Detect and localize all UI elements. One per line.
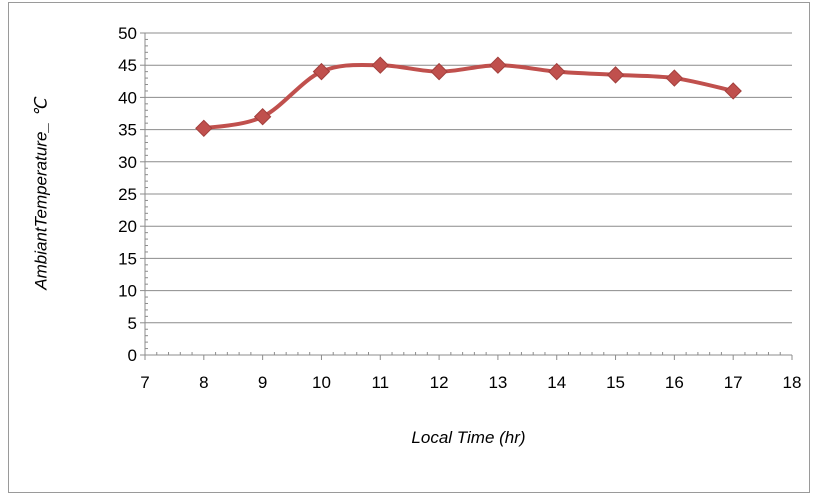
- data-point-14: [548, 62, 566, 81]
- series-line-0: [201, 62, 736, 131]
- data-point-17: [724, 82, 742, 100]
- data-point-8: [195, 119, 213, 138]
- x-tick-label-15: 15: [606, 373, 625, 392]
- y-tick-label-30: 30: [118, 153, 137, 172]
- x-tick-label-8: 8: [199, 373, 208, 392]
- data-point-9: [253, 108, 272, 126]
- y-tick-labels: 0 5 10 15 20 25 30 35 40 45 50: [118, 24, 137, 365]
- y-tick-label-0: 0: [128, 346, 137, 365]
- y-tick-label-45: 45: [118, 56, 137, 75]
- x-tick-label-11: 11: [371, 373, 389, 392]
- x-tick-label-16: 16: [665, 373, 684, 392]
- minor-ticks: [145, 38, 781, 355]
- x-tick-label-17: 17: [724, 373, 743, 392]
- y-tick-label-25: 25: [118, 185, 137, 204]
- x-tick-label-12: 12: [430, 373, 449, 392]
- x-tick-label-7: 7: [140, 373, 149, 392]
- series-layer: [195, 56, 742, 138]
- data-point-10: [312, 62, 331, 81]
- y-tick-label-35: 35: [118, 121, 137, 140]
- y-tick-label-5: 5: [128, 314, 137, 333]
- gridlines: [145, 32, 792, 324]
- data-point-16: [665, 69, 684, 87]
- x-tick-label-9: 9: [258, 373, 267, 392]
- data-point-15: [606, 66, 625, 84]
- data-point-12: [430, 62, 448, 81]
- y-axis-title: AmbiantTemperature_ ℃: [31, 96, 50, 290]
- y-tick-label-40: 40: [118, 88, 137, 107]
- x-tick-labels: 7 8 9 10 11 12 13 14 15 16 17 18: [140, 373, 801, 392]
- x-tick-label-13: 13: [488, 373, 507, 392]
- data-point-13: [489, 56, 507, 74]
- x-axis-title: Local Time (hr): [411, 428, 525, 447]
- y-tick-label-50: 50: [118, 24, 137, 43]
- x-tick-label-10: 10: [312, 373, 331, 392]
- y-tick-label-10: 10: [118, 282, 137, 301]
- data-point-11: [371, 56, 389, 74]
- y-tick-label-20: 20: [118, 217, 137, 236]
- x-tick-label-14: 14: [547, 373, 566, 392]
- y-tick-label-15: 15: [118, 249, 137, 268]
- x-tick-label-18: 18: [783, 373, 802, 392]
- axes: [140, 32, 793, 360]
